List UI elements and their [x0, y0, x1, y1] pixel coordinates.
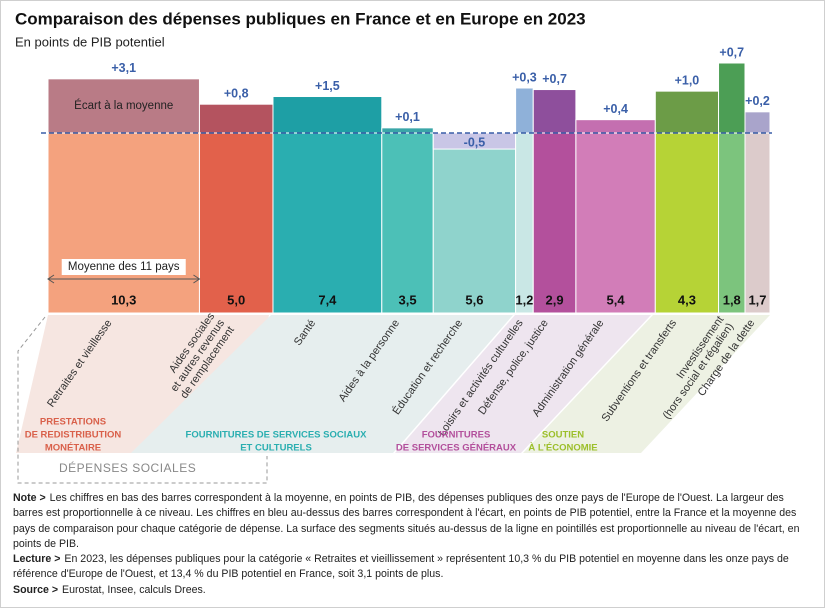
- ecart-bar: [575, 119, 656, 134]
- annotation: Moyenne des 11 pays: [68, 261, 180, 273]
- mean-label: 1,8: [723, 292, 741, 307]
- mean-bar: [654, 132, 720, 314]
- mean-bar: [515, 132, 534, 314]
- mean-label: 4,3: [678, 292, 696, 307]
- ecart-bar: [381, 127, 434, 134]
- ecart-label: +0,4: [603, 102, 628, 116]
- note-label: Lecture >: [13, 553, 61, 566]
- ecart-label: +0,7: [719, 45, 744, 59]
- ecart-bar: [198, 103, 274, 134]
- ecart-bar: [532, 89, 577, 134]
- mean-bar: [272, 132, 383, 314]
- note-label: Note >: [13, 492, 46, 504]
- ecart-bar: [744, 111, 771, 134]
- note-text: Eurostat, Insee, calculs Drees.: [62, 583, 206, 596]
- mean-bar: [432, 132, 517, 314]
- mean-bar: [744, 132, 771, 314]
- notes: Note > Les chiffres en bas des barres cor…: [13, 491, 813, 598]
- group-label: FOURNITURES DE SERVICES SOCIAUX: [186, 430, 368, 441]
- band: [395, 315, 651, 453]
- ecart-label: +3,1: [111, 61, 136, 75]
- group-label: DE REDISTRIBUTION: [25, 430, 122, 441]
- group-label: FOURNITURES: [422, 430, 491, 441]
- mean-label: 1,2: [515, 292, 533, 307]
- ecart-bar: [515, 87, 534, 134]
- mean-bar: [718, 132, 746, 314]
- chart-title: Comparaison des dépenses publiques en Fr…: [15, 9, 586, 28]
- mean-label: 5,6: [465, 292, 483, 307]
- mean-bar: [532, 132, 577, 314]
- group-label: ET CULTURELS: [240, 443, 312, 454]
- ecart-label: +0,2: [745, 94, 770, 108]
- group-label: SOUTIEN: [542, 430, 584, 441]
- mean-label: 1,7: [748, 292, 766, 307]
- mean-bar: [198, 132, 274, 314]
- mean-bar: [575, 132, 656, 314]
- chart-subtitle: En points de PIB potentiel: [15, 34, 165, 49]
- band: [523, 315, 770, 453]
- note-text: En 2023, les dépenses publiques pour la …: [13, 553, 789, 581]
- mean-label: 5,4: [607, 292, 626, 307]
- group-label: PRESTATIONS: [40, 417, 106, 428]
- annotation-box: [61, 259, 186, 275]
- ecart-bar: [654, 90, 720, 134]
- ecart-bar: [272, 96, 383, 134]
- ecart-label: +0,1: [395, 110, 420, 124]
- mean-arrow: [47, 274, 201, 284]
- social-label: DÉPENSES SOCIALES: [59, 460, 196, 475]
- group-label: DE SERVICES GÉNÉRAUX: [396, 443, 517, 454]
- group-label: À L'ÉCONOMIE: [528, 443, 597, 454]
- note-text: Les chiffres en bas des barres correspon…: [13, 492, 800, 550]
- note: Source > Eurostat, Insee, calculs Drees.: [13, 583, 813, 598]
- mean-bar: [381, 132, 434, 314]
- mean-label: 10,3: [111, 292, 136, 307]
- ecart-label: +0,7: [542, 72, 567, 86]
- ecart-label: +1,0: [675, 73, 700, 87]
- ecart-bar: [718, 62, 746, 134]
- chart: Comparaison des dépenses publiques en Fr…: [15, 9, 772, 484]
- note: Lecture > En 2023, les dépenses publiques…: [13, 552, 813, 583]
- social-bracket: [17, 316, 268, 484]
- note: Note > Les chiffres en bas des barres cor…: [13, 491, 813, 552]
- ecart-label: -0,5: [464, 135, 486, 149]
- mean-label: 7,4: [318, 292, 337, 307]
- ecart-label: +0,3: [512, 70, 537, 84]
- group-label: MONÉTAIRE: [45, 443, 101, 454]
- note-label: Source >: [13, 583, 59, 596]
- mean-label: 5,0: [227, 292, 245, 307]
- mean-bar: [47, 132, 200, 314]
- annotation: Écart à la moyenne: [74, 99, 173, 112]
- mean-label: 3,5: [398, 292, 416, 307]
- ecart-label: +0,8: [224, 86, 249, 100]
- band: [131, 315, 513, 453]
- ecart-label: +1,5: [315, 79, 340, 93]
- mean-label: 2,9: [546, 292, 564, 307]
